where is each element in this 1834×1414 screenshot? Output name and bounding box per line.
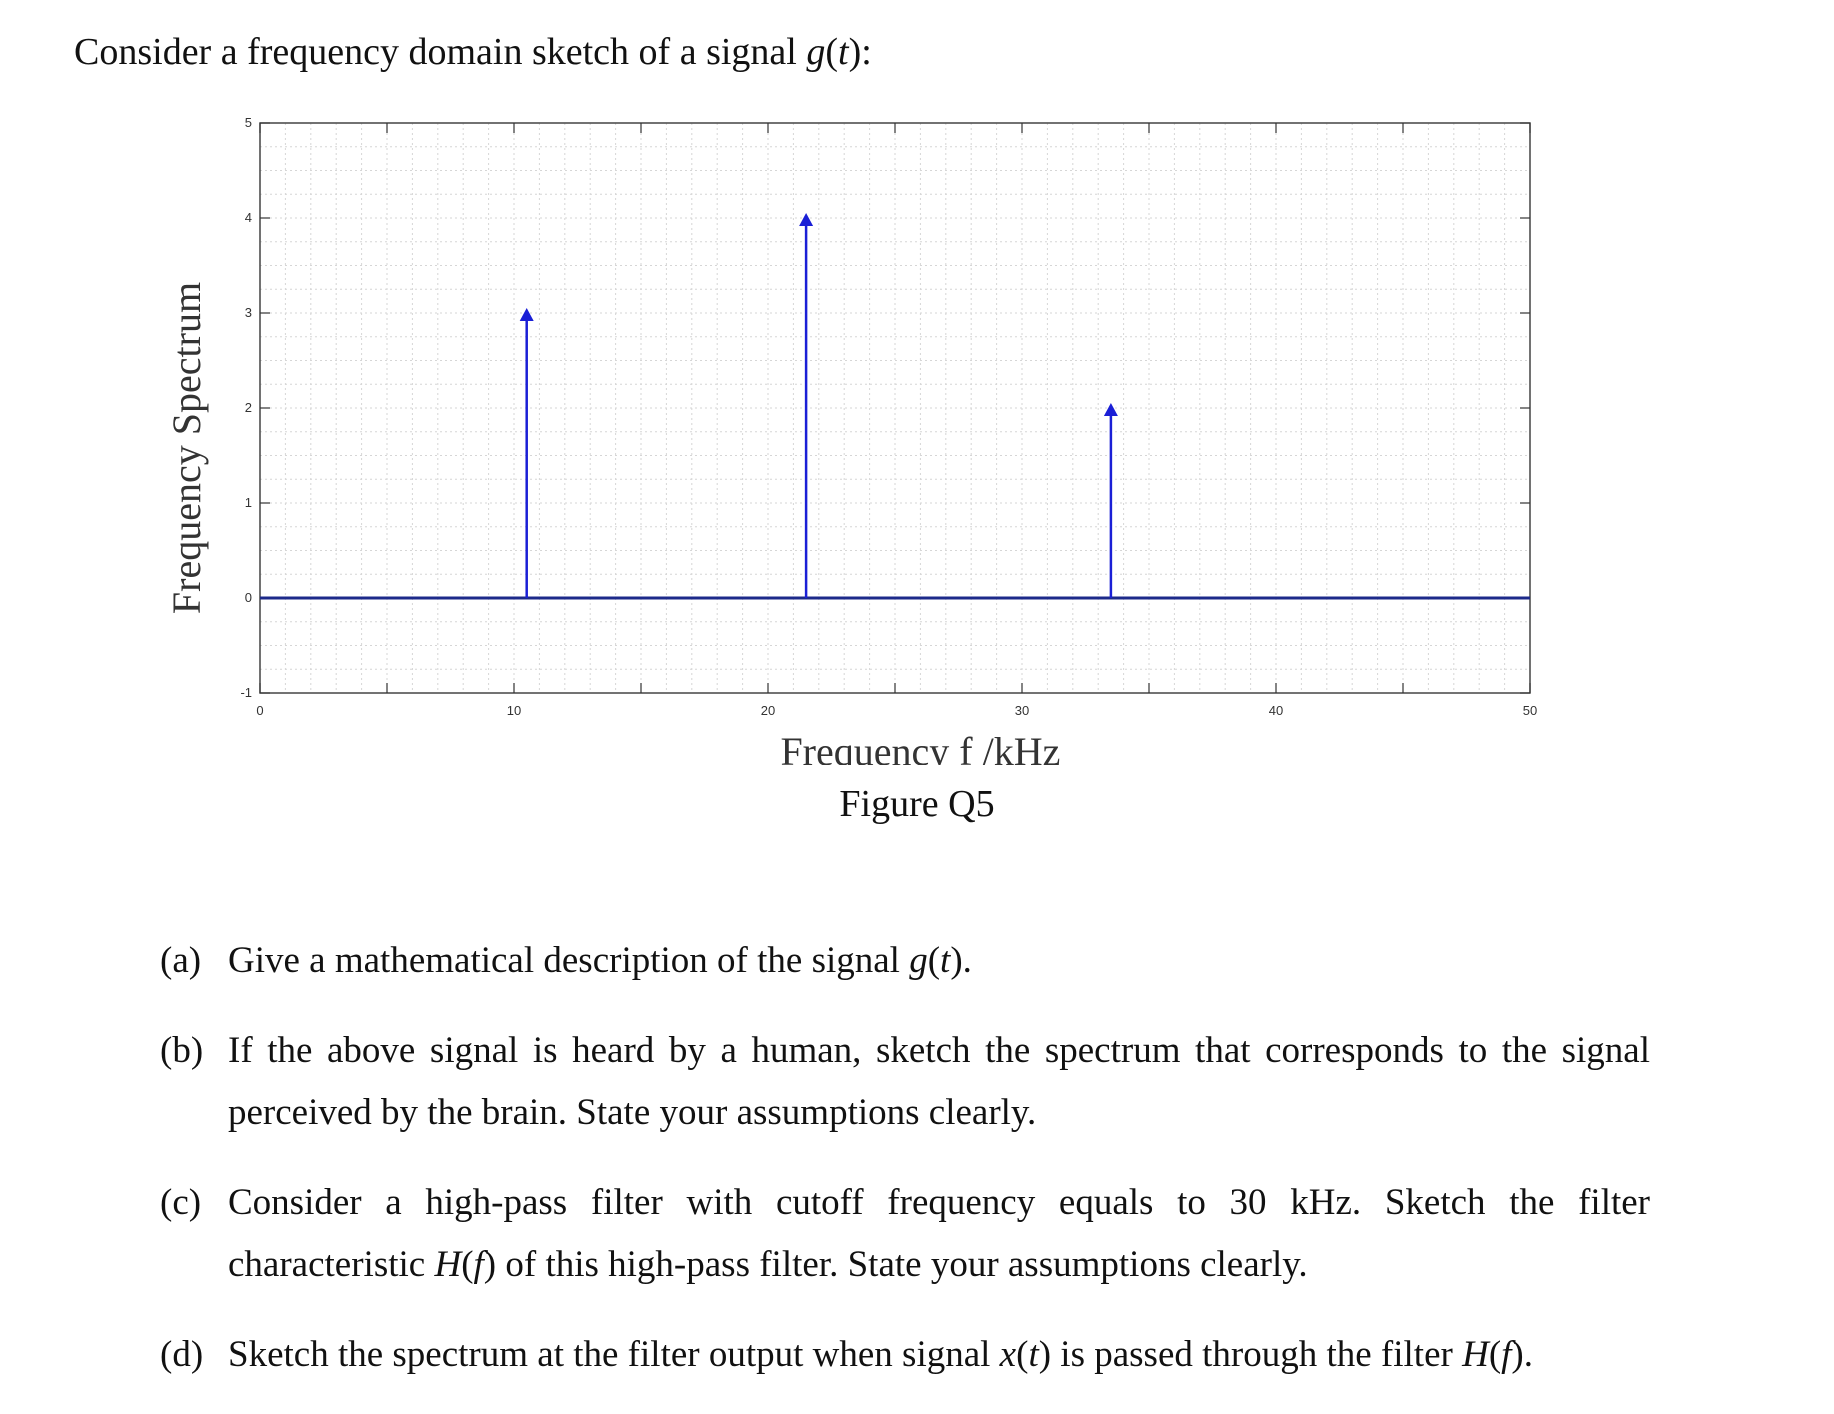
y-tick-label: 3 bbox=[245, 305, 252, 320]
stem-arrowhead bbox=[1103, 403, 1118, 416]
y-tick-label: 0 bbox=[245, 590, 252, 605]
x-tick-label: 10 bbox=[507, 703, 521, 718]
question-d: (d) Sketch the spectrum at the filter ou… bbox=[160, 1324, 1650, 1386]
stem-arrowhead bbox=[519, 308, 534, 321]
figure-caption: Figure Q5 bbox=[839, 783, 995, 825]
question-b: (b) If the above signal is heard by a hu… bbox=[160, 1020, 1650, 1144]
x-tick-label: 50 bbox=[1523, 703, 1537, 718]
y-tick-label: -1 bbox=[240, 685, 252, 700]
x-tick-label: 40 bbox=[1269, 703, 1283, 718]
question-list: (a) Give a mathematical description of t… bbox=[160, 930, 1650, 1414]
y-axis-label: Frequency Spectrum bbox=[164, 282, 209, 614]
question-text: Sketch the spectrum at the filter output… bbox=[228, 1334, 1533, 1375]
frequency-spectrum-chart: 0 10 20 30 40 50 -1 0 1 2 3 4 5 Frequency f /kHz Frequ… bbox=[164, 115, 1537, 765]
question-text: If the above signal is heard by a human,… bbox=[228, 1030, 1650, 1133]
question-label: (d) bbox=[160, 1334, 204, 1375]
question-label: (c) bbox=[160, 1182, 202, 1223]
question-text: Consider a high-pass filter with cutoff … bbox=[228, 1182, 1650, 1285]
y-tick-label: 2 bbox=[245, 400, 252, 415]
question-text: Give a mathematical description of the s… bbox=[228, 940, 972, 981]
intro-text: Consider a frequency domain sketch of a … bbox=[74, 31, 872, 73]
y-tick-label: 4 bbox=[245, 210, 252, 225]
stem-arrowhead bbox=[799, 213, 814, 226]
question-a: (a) Give a mathematical description of t… bbox=[160, 930, 1650, 992]
x-tick-label: 0 bbox=[256, 703, 263, 718]
x-tick-label: 20 bbox=[761, 703, 775, 718]
x-tick-label: 30 bbox=[1015, 703, 1029, 718]
y-tick-label: 1 bbox=[245, 495, 252, 510]
question-label: (a) bbox=[160, 940, 202, 981]
x-axis-label: Frequency f /kHz bbox=[780, 729, 1060, 765]
question-label: (b) bbox=[160, 1030, 204, 1071]
question-c: (c) Consider a high-pass filter with cut… bbox=[160, 1172, 1650, 1296]
y-tick-label: 5 bbox=[245, 115, 252, 130]
